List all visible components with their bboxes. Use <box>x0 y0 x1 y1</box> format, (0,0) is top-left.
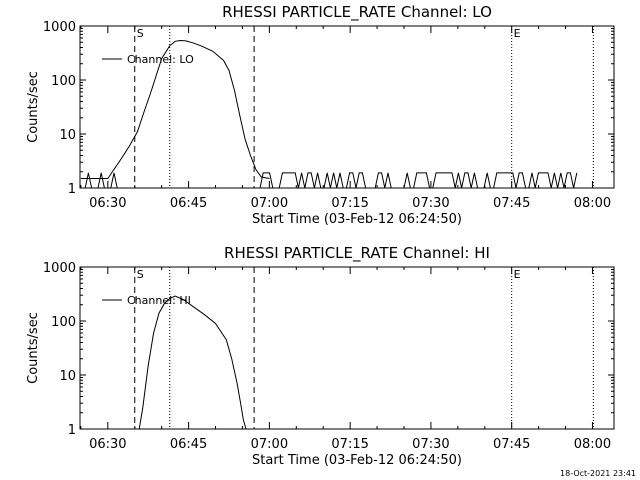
y-tick-label: 1 <box>68 182 76 197</box>
y-tick-label: 100 <box>51 74 76 89</box>
x-tick-label: 06:30 <box>89 437 126 452</box>
panel-lo: RHESSI PARTICLE_RATE Channel: LO 1 10 100 10… <box>26 3 614 227</box>
x-tick-label: 06:45 <box>170 196 207 211</box>
x-axis-label: Start Time (03-Feb-12 06:24:50) <box>252 212 462 227</box>
y-tick-label: 10 <box>59 128 76 143</box>
y-tick-label: 1000 <box>43 20 76 35</box>
x-tick-label: 07:00 <box>251 437 288 452</box>
event-marker-label: E <box>514 27 521 40</box>
legend-entry: Channel: HI <box>127 294 191 307</box>
panel-hi: RHESSI PARTICLE_RATE Channel: HI 1 10 100 10… <box>26 244 614 468</box>
event-marker-label: S <box>137 268 144 281</box>
y-axis-label: Counts/sec <box>26 312 41 384</box>
x-axis-label: Start Time (03-Feb-12 06:24:50) <box>252 453 462 468</box>
event-marker-label: E <box>514 268 521 281</box>
x-tick-label: 08:00 <box>574 437 611 452</box>
timestamp-label: 18-Oct-2021 23:41 <box>560 469 636 478</box>
y-tick-label: 1 <box>68 423 76 438</box>
x-tick-label: 06:45 <box>170 437 207 452</box>
x-tick-label: 07:00 <box>251 196 288 211</box>
plot-frame <box>80 267 614 429</box>
legend-entry: Channel: LO <box>127 53 194 66</box>
x-tick-label: 07:45 <box>493 196 530 211</box>
x-tick-label: 08:00 <box>574 196 611 211</box>
series-line <box>139 296 246 429</box>
y-tick-label: 1000 <box>43 261 76 276</box>
y-tick-label: 100 <box>51 315 76 330</box>
chart-title: RHESSI PARTICLE_RATE Channel: LO <box>222 3 492 22</box>
noise-trace <box>260 173 577 188</box>
x-tick-label: 07:15 <box>331 196 368 211</box>
y-axis-label: Counts/sec <box>26 71 41 143</box>
x-tick-label: 06:30 <box>89 196 126 211</box>
plot-frame <box>80 26 614 188</box>
y-tick-label: 10 <box>59 369 76 384</box>
x-tick-label: 07:30 <box>412 196 449 211</box>
x-tick-label: 07:15 <box>331 437 368 452</box>
noise-trace <box>82 173 120 188</box>
x-tick-label: 07:45 <box>493 437 530 452</box>
event-marker-label: S <box>137 27 144 40</box>
chart-title: RHESSI PARTICLE_RATE Channel: HI <box>224 244 490 263</box>
x-tick-label: 07:30 <box>412 437 449 452</box>
